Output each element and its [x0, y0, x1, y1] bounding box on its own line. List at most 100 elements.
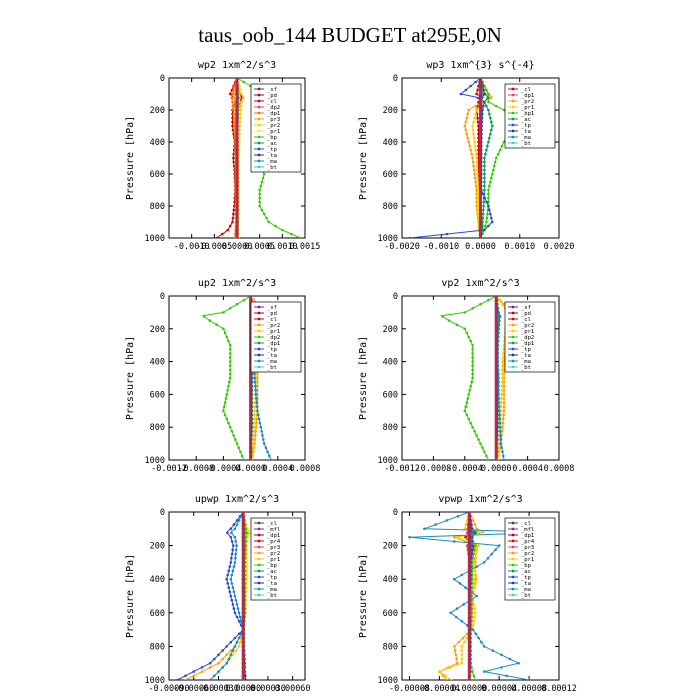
legend: _cl_mfl_dp1_pr4_pr3_pr2_pr1_bp_ac_tp_ta_… — [504, 517, 556, 601]
series-point — [450, 678, 453, 680]
series-point — [474, 582, 477, 585]
series-point — [232, 590, 236, 594]
series-point — [228, 360, 232, 363]
legend-marker — [257, 557, 261, 561]
legend-marker — [511, 129, 515, 133]
series-point — [455, 323, 459, 327]
legend-marker — [257, 563, 261, 567]
series-point — [466, 112, 470, 116]
legend-label: _sf — [267, 305, 277, 311]
y-tick-label: 200 — [150, 542, 165, 552]
series-point — [486, 144, 489, 148]
y-axis-label: Pressure [hPa] — [125, 554, 136, 638]
series-point — [223, 331, 227, 335]
series-point — [463, 409, 467, 413]
y-tick-label: 800 — [383, 202, 398, 212]
series-point — [438, 670, 441, 673]
legend-marker — [511, 545, 515, 549]
series-point — [471, 160, 475, 164]
series-point — [467, 140, 471, 144]
series-point — [474, 104, 477, 108]
series-point — [228, 307, 232, 310]
series-point — [225, 645, 228, 648]
series-point — [202, 315, 206, 318]
series-point — [208, 661, 212, 665]
series-point — [237, 446, 240, 450]
series-point — [229, 527, 233, 531]
legend-label: _pr3 — [521, 545, 534, 551]
series-point — [227, 339, 230, 343]
series-point — [475, 434, 478, 437]
x-tick-label: -0.00060 — [173, 684, 214, 694]
panel-title: wp3 1xm^{3} s^{-4} — [426, 60, 534, 71]
series-point — [232, 523, 236, 526]
series-point — [477, 438, 480, 441]
series-point — [483, 92, 486, 96]
legend-label: _bt — [521, 365, 531, 371]
panel-vp2: vp2 1xm^2/s^3 Pressure [hPa] 0 200 400 600 800… — [358, 278, 574, 474]
series-point — [252, 421, 256, 425]
series-point — [485, 88, 488, 92]
series-point — [497, 544, 501, 547]
legend-marker — [511, 569, 515, 573]
series-point — [237, 619, 241, 623]
series-point — [234, 540, 238, 543]
series-point — [224, 397, 228, 400]
x-tick-label: -0.00090 — [149, 684, 190, 694]
y-tick-label: 1000 — [378, 234, 398, 244]
series-point — [489, 212, 492, 216]
series-point — [227, 569, 231, 573]
series-point — [469, 421, 473, 425]
y-tick-label: 0 — [160, 74, 165, 84]
series-point — [477, 544, 480, 547]
series-point — [467, 417, 471, 421]
legend-label: _pr1 — [521, 105, 534, 111]
series-point — [483, 180, 486, 184]
series-point — [498, 413, 501, 417]
series-point — [215, 236, 218, 238]
series-point — [482, 670, 486, 673]
series-point — [267, 220, 271, 224]
series-point — [258, 204, 262, 208]
series-point — [471, 535, 474, 539]
series-point — [221, 649, 224, 652]
series-point — [455, 607, 459, 610]
series-point — [469, 148, 473, 152]
legend-marker — [511, 105, 515, 109]
series-point — [496, 152, 500, 156]
series-point — [255, 401, 258, 404]
series-point — [253, 376, 256, 380]
series-point — [502, 413, 506, 417]
series-point — [517, 661, 520, 665]
legend-label: _pd — [267, 93, 277, 99]
legend-marker — [511, 317, 515, 321]
legend-marker — [257, 533, 261, 537]
series-point — [508, 657, 512, 661]
series-point — [490, 216, 493, 220]
series-point — [238, 124, 241, 128]
panel-title: vpwp 1xm^2/s^3 — [438, 494, 522, 505]
y-tick-label: 600 — [150, 609, 165, 619]
series-point — [473, 116, 476, 120]
y-tick-label: 400 — [150, 575, 165, 585]
x-tick-label: 0.00004 — [481, 684, 517, 694]
series-point — [501, 364, 504, 368]
series-point — [487, 188, 490, 192]
series-point — [500, 401, 503, 404]
series-point — [471, 156, 474, 160]
series-point — [269, 458, 273, 460]
series-point — [449, 666, 452, 669]
series-point — [471, 519, 475, 522]
legend-marker — [257, 99, 261, 103]
series-point — [228, 224, 232, 228]
series-point — [231, 128, 235, 132]
series-point — [475, 594, 479, 598]
legend-marker — [511, 341, 515, 345]
series-point — [470, 152, 474, 156]
series-point — [233, 92, 236, 96]
series-point — [502, 348, 506, 351]
series-point — [226, 582, 229, 585]
series-point — [502, 454, 505, 458]
series-point — [232, 156, 235, 160]
series-point — [483, 100, 486, 104]
